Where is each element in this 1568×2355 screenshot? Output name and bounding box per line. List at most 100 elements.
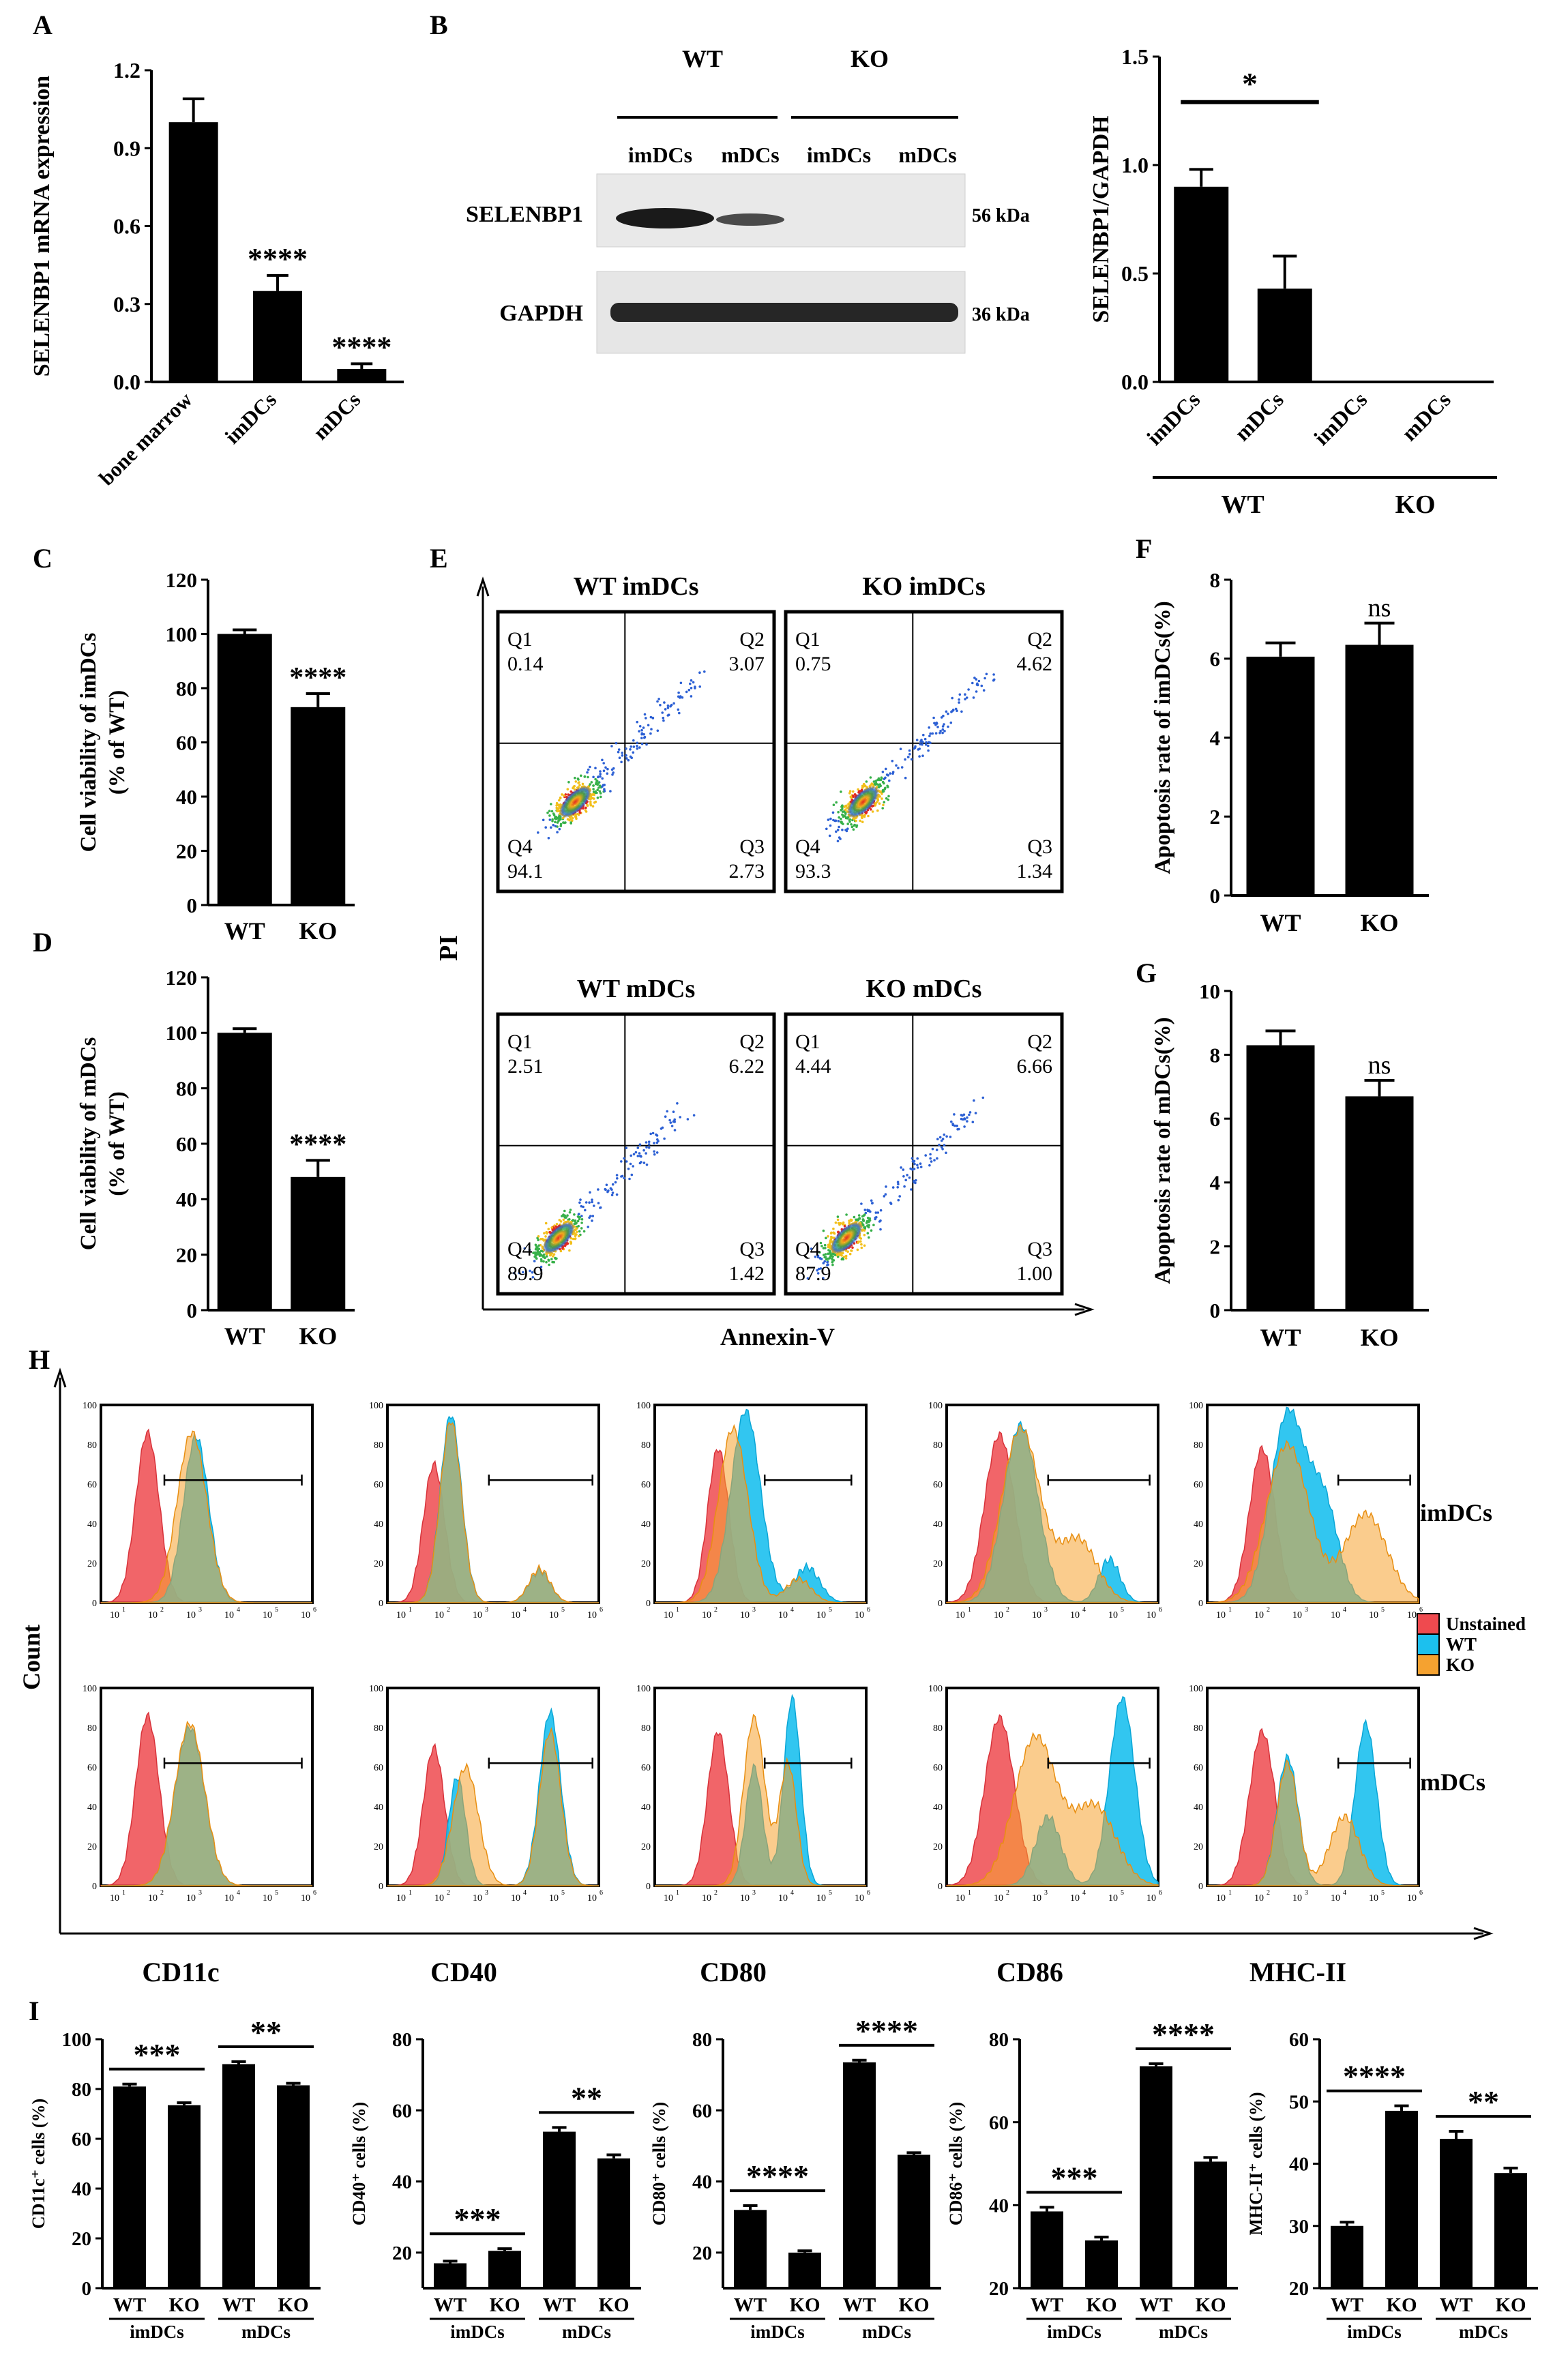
I2-category-1: KO <box>489 2294 520 2316</box>
flow-dot <box>604 766 607 769</box>
flow-dot <box>921 743 923 746</box>
legend-swatch-ko <box>1417 1654 1440 1676</box>
hist-xtick-label: 10 <box>1147 1610 1156 1620</box>
flow-dot <box>537 1244 540 1247</box>
flow-dot <box>860 1202 863 1205</box>
hist-xtick-exp: 4 <box>237 1606 240 1614</box>
flow-dot <box>650 728 653 730</box>
flow-q3-label: Q3 <box>1027 835 1052 858</box>
flow-dot <box>670 703 673 707</box>
hist-xtick-label: 10 <box>1407 1610 1417 1620</box>
flow-dot <box>884 1193 887 1196</box>
flow-dot <box>936 726 939 728</box>
blot-band-selenbp1-lane1 <box>616 208 714 228</box>
flow-dot <box>645 743 648 746</box>
flow-dot <box>563 1215 566 1218</box>
flow-dot <box>580 1218 584 1221</box>
D-ytick-label: 40 <box>176 1187 197 1211</box>
C-ytick-label: 100 <box>166 622 198 646</box>
I4-category-2: WT <box>1140 2294 1172 2316</box>
flow-dot <box>663 1137 666 1140</box>
panel-letter-b: B <box>430 10 448 40</box>
flow-dot <box>594 767 597 769</box>
flow-dot <box>827 1235 829 1238</box>
flow-dot <box>534 1243 537 1247</box>
A-bar-0 <box>168 122 218 382</box>
blot-band-gapdh <box>610 303 958 322</box>
I3-bar-3 <box>898 2154 930 2288</box>
flow-dot <box>836 829 840 831</box>
flow-dot <box>573 784 576 788</box>
I3-bar-1 <box>788 2252 821 2288</box>
flow-dot <box>587 775 589 779</box>
flow-dot <box>576 812 579 816</box>
flow-dot <box>586 804 589 808</box>
chart-d-viability-mdcs: 0 20 40 60 80 100 120 Cell viability of mDCs (% … <box>76 966 355 1350</box>
I5-category-3: KO <box>1495 2294 1526 2316</box>
flow-dot <box>599 792 602 795</box>
hist-x-arrow <box>1473 1927 1494 1940</box>
flow-dot <box>580 1221 583 1224</box>
flow-q2-value: 6.66 <box>1017 1055 1053 1078</box>
I4-ytick-label: 80 <box>989 2029 1009 2051</box>
flow-dot <box>860 1246 863 1249</box>
flow-dot <box>924 1154 927 1157</box>
flow-dot <box>878 778 881 782</box>
flow-dot <box>867 1226 870 1229</box>
flow-dot <box>636 747 639 750</box>
flow-dot <box>921 754 924 757</box>
flow-dot <box>913 1179 915 1183</box>
hist-xtick-exp: 6 <box>867 1889 870 1897</box>
flow-dot <box>552 814 556 816</box>
flow-dot <box>992 678 996 681</box>
flow-dot <box>885 773 889 776</box>
hist-xtick-exp: 2 <box>447 1606 450 1614</box>
hist-ytick-label: 100 <box>1189 1401 1203 1411</box>
I5-ytick-label: 30 <box>1289 2216 1309 2238</box>
hist-ytick-label: 40 <box>374 1520 383 1530</box>
flow-dot <box>861 820 864 823</box>
I3-ylabel: CD80⁺ cells (%) <box>649 2102 669 2225</box>
flow-dot <box>897 1183 900 1186</box>
hist-ytick-label: 20 <box>374 1842 383 1852</box>
flow-q1-label: Q1 <box>795 628 820 651</box>
flow-dot <box>666 707 670 709</box>
flow-dot <box>537 1239 539 1241</box>
hist-xtick-label: 10 <box>1032 1610 1041 1620</box>
hist-xtick-label: 10 <box>1369 1893 1378 1904</box>
flow-dot <box>903 1185 906 1188</box>
hist-count-label: Count <box>18 1625 45 1690</box>
flow-dot <box>840 817 842 820</box>
flow-dot <box>853 793 857 796</box>
flow-dot <box>657 698 660 700</box>
hist-xtick-exp: 5 <box>275 1889 278 1897</box>
flow-dot <box>818 1251 821 1254</box>
flow-dot <box>572 1237 575 1241</box>
G-category-0: WT <box>1260 1324 1301 1351</box>
I5-bar-0 <box>1331 2225 1363 2288</box>
flow-q2-label: Q2 <box>739 1031 765 1053</box>
flow-dot <box>567 781 570 784</box>
flow-dot <box>904 776 907 780</box>
hist-ytick-label: 20 <box>933 1559 943 1569</box>
flow-dot <box>655 1133 657 1136</box>
flow-dot <box>587 1226 589 1228</box>
flow-dot <box>592 788 595 790</box>
flow-dot <box>533 1255 536 1258</box>
flow-dot <box>559 823 563 826</box>
flow-dot <box>555 804 558 807</box>
legend-label-wt: WT <box>1446 1634 1477 1655</box>
hist-xtick-exp: 6 <box>600 1889 603 1897</box>
flow-dot <box>825 1258 828 1261</box>
flow-plot-title: WT imDCs <box>573 572 698 601</box>
hist-xtick-label: 10 <box>816 1610 826 1620</box>
blot-group-ko: KO <box>850 45 889 72</box>
B_bar-category-0: imDCs <box>1142 387 1204 449</box>
F-sig-1: ns <box>1368 594 1391 623</box>
hist-xtick-label: 10 <box>1108 1893 1118 1904</box>
flow-dot <box>831 811 835 814</box>
flow-dot <box>935 1149 938 1151</box>
flow-dot <box>971 1121 975 1123</box>
hist-xtick-exp: 4 <box>523 1606 527 1614</box>
